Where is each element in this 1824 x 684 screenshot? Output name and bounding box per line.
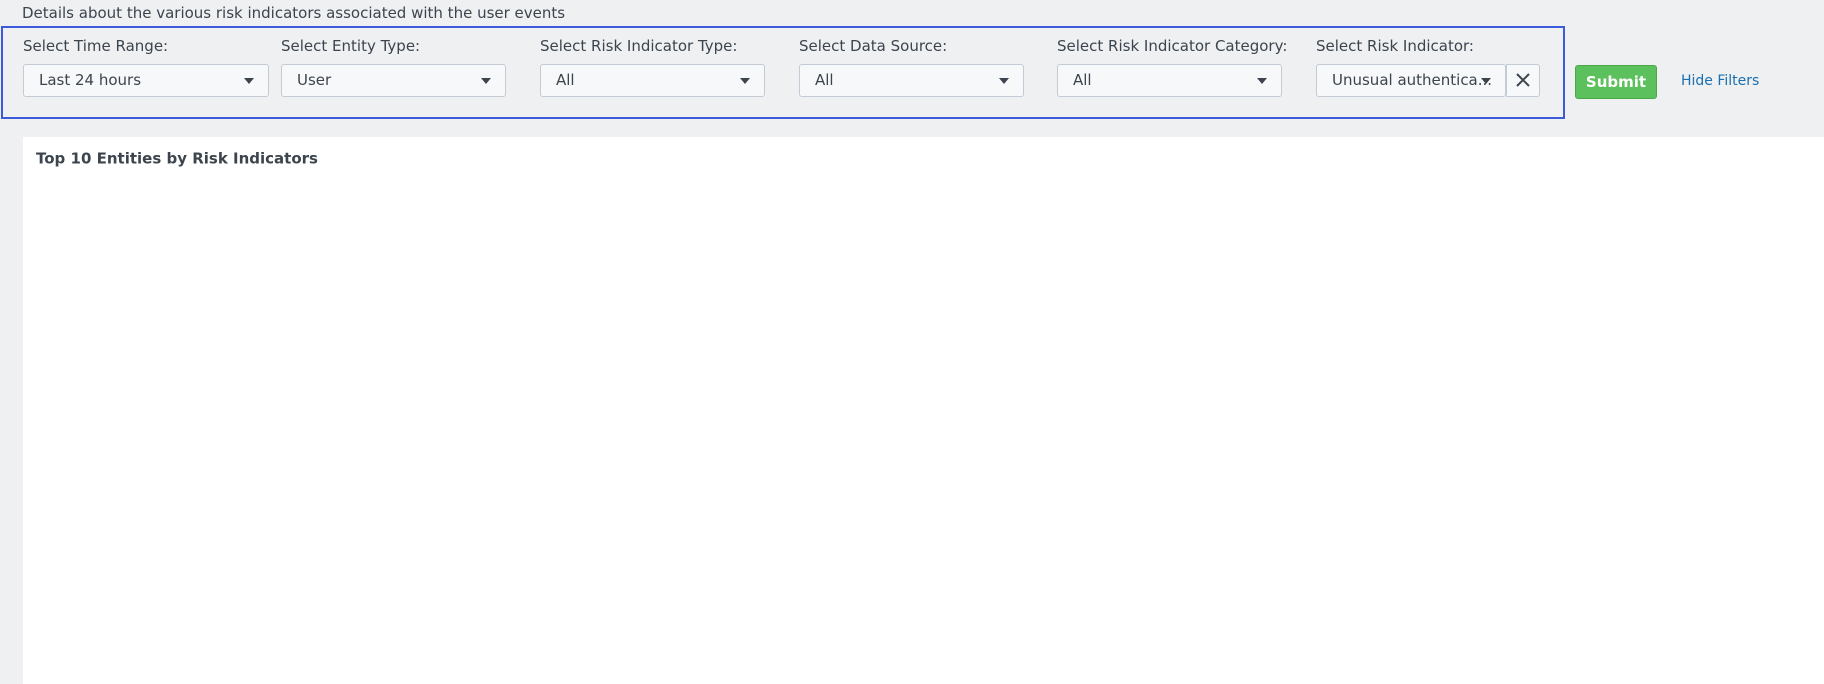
dropdown-value: Last 24 hours (39, 71, 142, 89)
filter-dropdown[interactable]: Unusual authentica... (1316, 64, 1506, 97)
filter-dropdown[interactable]: All (1057, 64, 1282, 97)
dropdown-caret (740, 78, 750, 84)
filter-label: Select Risk Indicator: (1316, 37, 1474, 55)
dropdown-caret (481, 78, 491, 84)
filter-dropdown[interactable]: All (540, 64, 765, 97)
filter-label: Select Risk Indicator Type: (540, 37, 738, 55)
dropdown-value: User (297, 71, 332, 89)
dropdown-value: Unusual authentica... (1332, 71, 1493, 89)
filter-panel (1, 26, 1565, 119)
dropdown-caret (999, 78, 1009, 84)
description: Details about the various risk indicator… (22, 4, 566, 22)
dropdown-value: All (1073, 71, 1092, 89)
dropdown-caret (1481, 78, 1491, 84)
panel-bg (23, 137, 1824, 684)
chart-panel: Top 10 Entities by Risk Indicators (23, 137, 1824, 684)
submit-button[interactable]: Submit (1575, 65, 1657, 99)
clear-button[interactable]: 00.20.40.60.811.21.41.61.822.22.42.62.83… (1491, 64, 1824, 538)
hide-filters-link[interactable]: Hide Filters (1681, 73, 1760, 89)
filter-label: Select Risk Indicator Category: (1057, 37, 1288, 55)
filter-label: Select Time Range: (23, 37, 169, 55)
filter-label: Select Entity Type: (281, 37, 421, 55)
filter-dropdown[interactable]: User (281, 64, 506, 97)
dropdown-value: All (815, 71, 834, 89)
filter-dropdown[interactable]: Last 24 hours (23, 64, 269, 97)
dropdown-value: All (556, 71, 575, 89)
filter-label: Select Data Source: (799, 37, 948, 55)
dropdown-caret (1257, 78, 1267, 84)
filter-dropdown[interactable]: All (799, 64, 1024, 97)
chart-title: Top 10 Entities by Risk Indicators (36, 150, 318, 168)
dropdown-caret (244, 78, 254, 84)
